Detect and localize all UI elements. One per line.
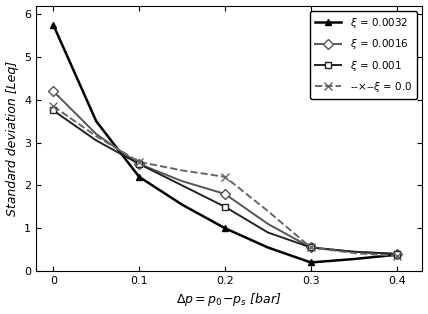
X-axis label: $\Delta p=p_0\!-\!p_s$ [bar]: $\Delta p=p_0\!-\!p_s$ [bar] [176, 291, 282, 308]
Legend: $\xi$ = 0.0032, $\xi$ = 0.0016, $\xi$ = 0.001, --$\times$--$\xi$ = 0.0: $\xi$ = 0.0032, $\xi$ = 0.0016, $\xi$ = … [310, 11, 417, 99]
Y-axis label: Standard deviation [Leq]: Standard deviation [Leq] [6, 61, 18, 216]
